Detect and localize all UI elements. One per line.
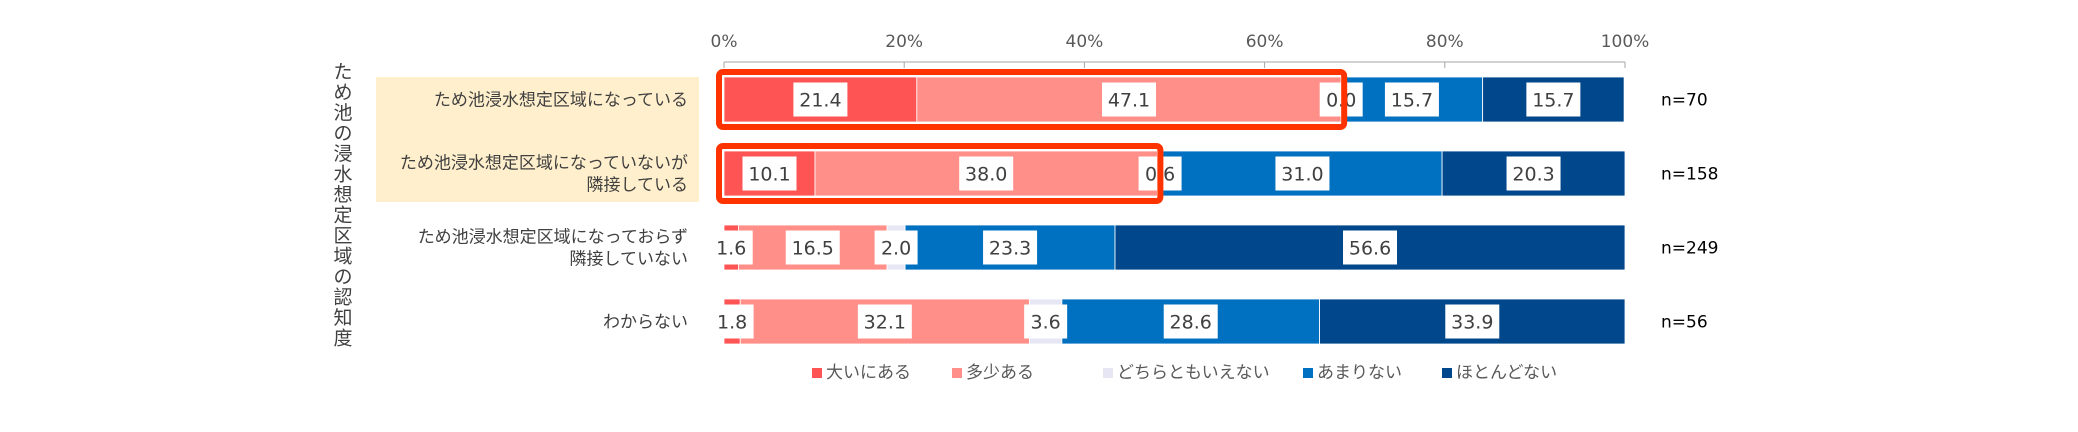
data-label-box	[1343, 230, 1398, 265]
legend-label: どちらともいえない	[1117, 363, 1270, 383]
data-label: 1.8	[717, 312, 747, 334]
x-tick-label: 80%	[1426, 32, 1464, 52]
y-axis-title-char: 水	[333, 164, 352, 186]
data-label: 15.7	[1532, 90, 1574, 112]
legend-label: 大いにある	[826, 363, 911, 383]
category-labels: ため池浸水想定区域になっているため池浸水想定区域になっていないが隣接しているため…	[400, 91, 688, 333]
data-label: 20.3	[1512, 164, 1554, 186]
legend-label: あまりない	[1317, 363, 1402, 383]
data-label-box	[874, 230, 918, 265]
highlight-label-background	[376, 77, 699, 202]
data-label-box	[1101, 82, 1156, 117]
data-label-box	[857, 304, 912, 339]
data-label: 2.0	[881, 238, 911, 260]
data-label-box	[1526, 82, 1581, 117]
data-label-box	[959, 156, 1014, 191]
legend-swatch	[1303, 368, 1313, 378]
data-label-box	[1384, 82, 1439, 117]
category-label: ため池浸水想定区域になっていないが	[400, 154, 688, 174]
legend-label: 多少ある	[966, 363, 1034, 383]
category-label: ため池浸水想定区域になっている	[434, 91, 688, 111]
legend-swatch	[1103, 368, 1113, 378]
x-tick-label: 0%	[711, 32, 738, 52]
legend-swatch	[1442, 368, 1452, 378]
legend-label: ほとんどない	[1456, 363, 1557, 383]
data-label: 16.5	[792, 238, 834, 260]
data-label: 28.6	[1170, 312, 1212, 334]
y-axis-title-char: の	[333, 123, 352, 145]
data-label-box	[709, 230, 753, 265]
legend-item: ほとんどない	[1442, 363, 1557, 383]
data-label: 32.1	[864, 312, 906, 334]
y-axis-title-char: 定	[333, 205, 352, 227]
category-label: 隣接している	[587, 176, 689, 196]
legend-swatch	[812, 368, 822, 378]
legend-item: どちらともいえない	[1103, 363, 1270, 383]
highlight-box	[716, 143, 1164, 204]
y-axis-title-char: 知	[333, 307, 352, 329]
data-label-box	[793, 82, 848, 117]
legend-swatch	[952, 368, 962, 378]
y-axis-title-char: 想	[333, 184, 352, 206]
data-label-box	[983, 230, 1038, 265]
category-label: ため池浸水想定区域になっておらず	[418, 228, 688, 248]
data-label-box	[1024, 304, 1068, 339]
data-label: 56.6	[1349, 238, 1391, 260]
x-tick-label: 20%	[885, 32, 923, 52]
data-label-box	[1163, 304, 1218, 339]
legend-item: 大いにある	[812, 363, 911, 383]
y-axis-title-char: 域	[333, 246, 352, 268]
x-tick-label: 100%	[1601, 32, 1650, 52]
y-axis-title-char: 認	[333, 287, 352, 309]
data-label: 38.0	[965, 164, 1007, 186]
data-label: 21.4	[799, 90, 841, 112]
y-axis-title-char: 度	[333, 328, 352, 350]
data-label-box	[785, 230, 840, 265]
data-label-box	[742, 156, 797, 191]
data-label-box	[710, 304, 754, 339]
data-label: 23.3	[989, 238, 1031, 260]
legend: 大いにある 多少ある どちらともいえない あまりない ほとんどない	[812, 363, 1557, 383]
highlight-boxes	[716, 69, 1348, 204]
data-label-box	[1445, 304, 1500, 339]
data-labels: 21.4 47.1 0.0 15.7 15.710.1 38.0 0.6 31.0 20.31.…	[709, 82, 1581, 339]
data-label: 15.7	[1391, 90, 1433, 112]
x-tick-label: 60%	[1246, 32, 1284, 52]
category-label: 隣接していない	[570, 250, 689, 270]
highlight-box	[716, 69, 1348, 130]
y-axis-title-char: 浸	[333, 143, 352, 165]
y-axis-title-char: の	[333, 266, 352, 288]
legend-item: あまりない	[1303, 363, 1402, 383]
sample-size-label: n=70	[1661, 91, 1708, 111]
data-label-box	[1275, 156, 1330, 191]
data-label: 3.6	[1031, 312, 1061, 334]
sample-size-label: n=158	[1661, 165, 1718, 185]
y-axis-title-char: 池	[333, 102, 352, 124]
data-label: 33.9	[1451, 312, 1493, 334]
sample-size-label: n=56	[1661, 313, 1708, 333]
y-axis-title-char: め	[333, 82, 352, 104]
highlight-label-bg	[376, 77, 699, 202]
bars	[723, 76, 1626, 345]
data-label-box	[1506, 156, 1561, 191]
y-axis-title-char: た	[333, 61, 352, 83]
legend-item: 多少ある	[952, 363, 1034, 383]
data-label: 10.1	[748, 164, 790, 186]
data-label: 31.0	[1281, 164, 1323, 186]
data-label: 47.1	[1108, 90, 1150, 112]
category-label: わからない	[603, 313, 688, 333]
x-axis: 0% 20% 40% 60% 80% 100%	[711, 32, 1650, 68]
data-label: 1.6	[716, 238, 746, 260]
y-axis-title-char: 区	[333, 225, 352, 247]
x-tick-label: 40%	[1066, 32, 1104, 52]
sample-size-labels: n=70 n=158 n=249 n=56	[1661, 91, 1718, 333]
sample-size-label: n=249	[1661, 239, 1718, 259]
